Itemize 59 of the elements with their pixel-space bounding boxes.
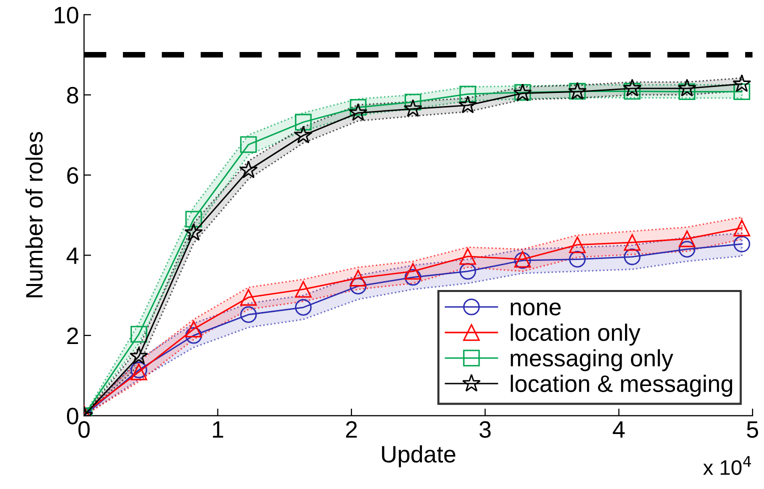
point bbox=[294, 114, 312, 130]
point bbox=[678, 240, 696, 258]
point bbox=[185, 320, 202, 338]
point bbox=[734, 220, 750, 236]
point bbox=[678, 230, 696, 248]
point bbox=[294, 281, 312, 298]
point bbox=[678, 83, 696, 100]
point bbox=[185, 210, 202, 228]
legend-label: location & messaging bbox=[510, 374, 732, 397]
x-axis-title: Update bbox=[382, 445, 456, 468]
point bbox=[294, 299, 312, 316]
y-tick-label: 10 bbox=[54, 6, 78, 24]
point bbox=[622, 78, 642, 96]
point bbox=[624, 248, 641, 266]
point bbox=[240, 289, 257, 306]
legend-label: none bbox=[510, 302, 561, 316]
y-tick-label: 6 bbox=[67, 167, 78, 184]
point bbox=[459, 86, 476, 102]
point bbox=[569, 250, 586, 268]
point bbox=[184, 223, 203, 241]
legend-label: messaging only bbox=[510, 349, 674, 372]
point bbox=[350, 98, 366, 116]
legend-label: location only bbox=[510, 324, 640, 346]
point bbox=[459, 248, 476, 265]
point bbox=[734, 83, 750, 100]
x-tick-label: 2 bbox=[346, 421, 357, 438]
point bbox=[459, 262, 476, 280]
point bbox=[624, 82, 641, 100]
y-tick-label: 8 bbox=[67, 86, 78, 104]
y-tick-label: 4 bbox=[66, 248, 78, 264]
point bbox=[404, 262, 422, 280]
point bbox=[678, 78, 696, 96]
point bbox=[350, 278, 366, 294]
point bbox=[404, 268, 422, 286]
point bbox=[404, 94, 422, 110]
point bbox=[130, 346, 148, 364]
point bbox=[458, 96, 478, 114]
point bbox=[734, 236, 750, 252]
point bbox=[569, 236, 586, 254]
point bbox=[239, 160, 258, 178]
point bbox=[240, 306, 257, 323]
x-tick-label: 4 bbox=[612, 421, 625, 438]
x-tick-label: 1 bbox=[212, 421, 224, 438]
point bbox=[348, 103, 368, 121]
x-tick-label: 0 bbox=[78, 421, 90, 438]
text: x 10$^{4}$ bbox=[703, 456, 751, 475]
x-tick-label: 3 bbox=[479, 421, 491, 438]
point bbox=[732, 74, 752, 92]
point bbox=[624, 234, 641, 251]
y-tick-label: 2 bbox=[67, 328, 78, 344]
x-tick-label: 5 bbox=[746, 421, 758, 438]
point bbox=[294, 126, 313, 144]
point bbox=[240, 136, 257, 153]
point bbox=[130, 326, 148, 343]
y-tick-label: 0 bbox=[66, 408, 78, 424]
point bbox=[185, 327, 202, 344]
y-axis-title: Number of roles bbox=[25, 132, 43, 298]
point bbox=[350, 270, 366, 286]
point bbox=[404, 99, 422, 117]
